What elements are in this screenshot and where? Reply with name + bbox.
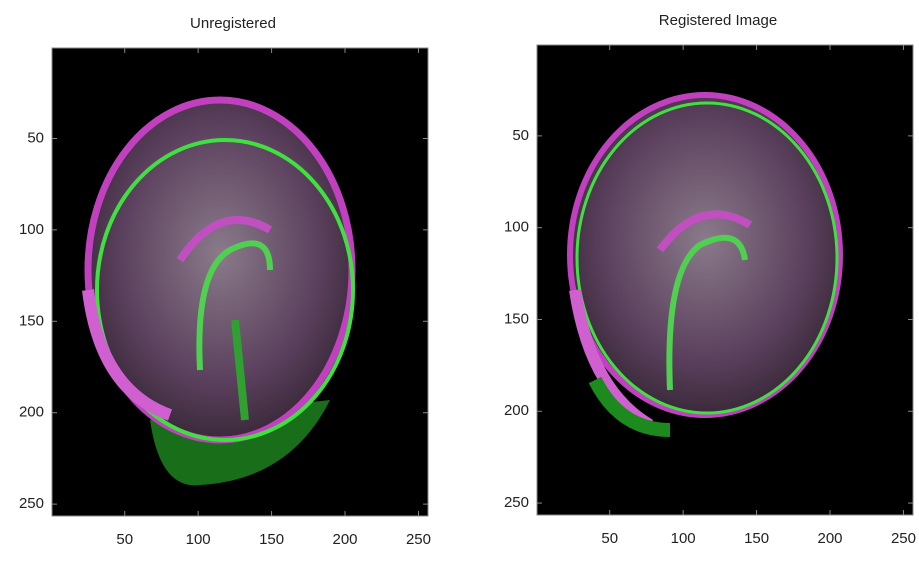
x-tick-label: 200 [818,530,843,547]
y-tick-label: 50 [512,127,529,144]
x-tick-label: 200 [333,531,358,548]
y-tick-label: 250 [504,494,529,511]
x-tick-label: 150 [744,530,769,547]
x-tick-label: 50 [601,530,618,547]
figure: Unregistered Registered Image 50 100 150 20… [0,0,919,569]
x-tick-label: 50 [116,531,133,548]
x-tick-label: 150 [259,531,284,548]
y-tick-label: 100 [19,221,44,238]
y-tick-label: 150 [19,312,44,329]
x-tick-label: 100 [186,531,211,548]
panel-title: Registered Image [659,12,777,29]
y-tick-label: 50 [27,129,44,146]
x-tick-label: 250 [891,530,916,547]
y-tick-label: 100 [504,219,529,236]
panel-title: Unregistered [190,15,276,32]
x-tick-label: 250 [406,531,431,548]
x-tick-label: 100 [671,530,696,547]
y-tick-label: 150 [504,310,529,327]
y-tick-label: 200 [504,402,529,419]
y-tick-label: 200 [19,404,44,421]
y-tick-label: 250 [19,495,44,512]
